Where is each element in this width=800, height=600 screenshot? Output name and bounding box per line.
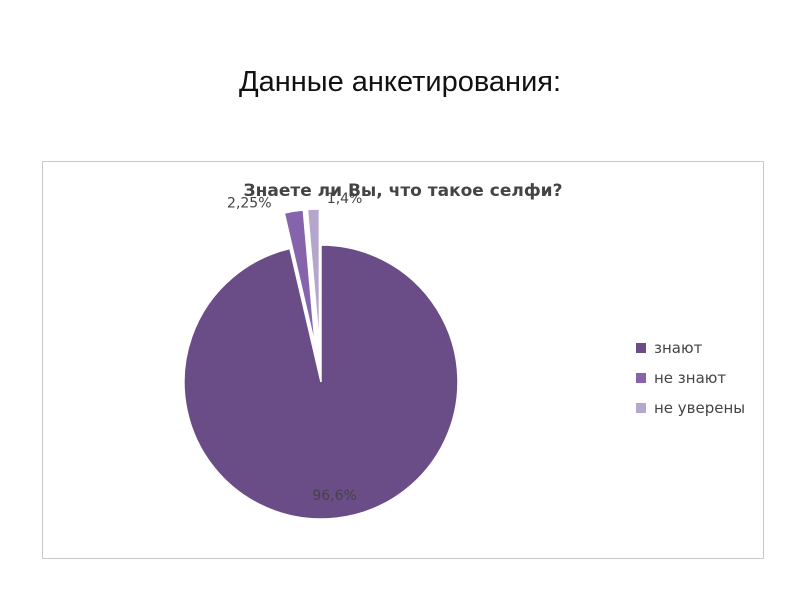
pie-slice-2	[283, 209, 317, 347]
chart-frame: Знаете ли Вы, что такое селфи? 96,6% 2,25…	[42, 161, 764, 559]
pie-slice-1	[183, 244, 459, 520]
slice-labels: 96,6% 2,25% 1,4%	[227, 191, 362, 504]
legend-swatch-1	[636, 343, 646, 353]
pie-chart: Знаете ли Вы, что такое селфи? 96,6% 2,25…	[183, 181, 745, 520]
legend-label-1: знают	[654, 339, 703, 357]
slice-value-label-1: 96,6%	[312, 488, 356, 504]
slide-title: Данные анкетирования:	[238, 66, 562, 98]
chart-legend: знают не знают не уверены	[636, 339, 745, 417]
legend-label-3: не уверены	[654, 399, 745, 417]
legend-label-2: не знают	[654, 369, 726, 387]
pie-slices	[183, 208, 459, 520]
pie-slice-3	[306, 208, 321, 347]
legend-swatch-3	[636, 403, 646, 413]
chart-title: Знаете ли Вы, что такое селфи?	[244, 181, 563, 201]
slice-value-label-3: 1,4%	[327, 191, 363, 207]
legend-swatch-2	[636, 373, 646, 383]
slice-value-label-2: 2,25%	[227, 195, 271, 211]
